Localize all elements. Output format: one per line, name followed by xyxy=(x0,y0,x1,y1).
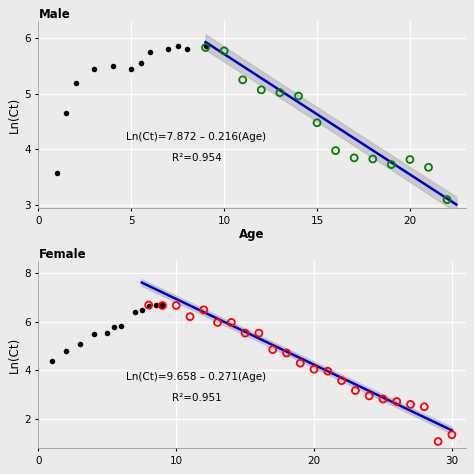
Point xyxy=(283,349,290,357)
Point xyxy=(393,398,401,405)
Point xyxy=(352,387,359,394)
Point xyxy=(406,156,414,164)
Point xyxy=(183,46,191,53)
Point xyxy=(257,86,265,94)
Point xyxy=(76,340,83,347)
Point xyxy=(239,76,246,83)
Point xyxy=(241,329,249,337)
Point xyxy=(90,330,97,338)
Point xyxy=(91,65,98,73)
Point xyxy=(365,392,373,400)
Point xyxy=(159,301,166,309)
Y-axis label: Ln(Ct): Ln(Ct) xyxy=(9,337,21,373)
Point xyxy=(128,65,135,73)
Point xyxy=(407,401,414,408)
Point xyxy=(255,329,263,337)
Point xyxy=(137,59,145,67)
Point xyxy=(379,395,387,403)
Point xyxy=(164,46,172,53)
Point xyxy=(174,43,182,50)
Point xyxy=(72,79,79,86)
Point xyxy=(214,319,221,326)
Point xyxy=(434,438,442,445)
Point xyxy=(310,365,318,373)
Point xyxy=(117,322,125,329)
Point xyxy=(186,313,194,320)
Point xyxy=(131,309,139,316)
Point xyxy=(369,155,376,163)
X-axis label: Age: Age xyxy=(239,228,265,241)
Point xyxy=(338,377,346,384)
Point xyxy=(145,302,153,310)
Text: Ln(Ct)=7.872 – 0.216(Age): Ln(Ct)=7.872 – 0.216(Age) xyxy=(127,132,266,142)
Point xyxy=(448,431,456,438)
Point xyxy=(425,164,432,171)
Point xyxy=(53,169,61,177)
Point xyxy=(443,196,451,203)
Point xyxy=(420,403,428,410)
Text: R²=0.954: R²=0.954 xyxy=(172,153,221,163)
Point xyxy=(103,329,111,337)
Point xyxy=(295,92,302,100)
Point xyxy=(159,301,166,308)
Point xyxy=(313,119,321,127)
Point xyxy=(138,306,146,314)
Point xyxy=(200,306,208,314)
Text: R²=0.951: R²=0.951 xyxy=(172,392,221,402)
Point xyxy=(109,62,117,70)
Point xyxy=(269,346,276,354)
Point xyxy=(62,347,70,355)
Point xyxy=(110,323,118,330)
Point xyxy=(350,154,358,162)
Point xyxy=(296,359,304,367)
Point xyxy=(145,301,153,309)
Point xyxy=(63,109,70,117)
Point xyxy=(228,319,235,326)
Point xyxy=(146,48,154,56)
Text: Male: Male xyxy=(38,9,70,21)
Point xyxy=(152,301,159,309)
Point xyxy=(202,44,210,51)
Y-axis label: Ln(Ct): Ln(Ct) xyxy=(9,97,21,133)
Text: Ln(Ct)=9.658 – 0.271(Age): Ln(Ct)=9.658 – 0.271(Age) xyxy=(127,372,266,382)
Point xyxy=(388,161,395,168)
Point xyxy=(324,367,332,375)
Point xyxy=(202,43,210,50)
Point xyxy=(220,47,228,55)
Point xyxy=(173,301,180,309)
Point xyxy=(276,89,283,96)
Text: Female: Female xyxy=(38,248,86,261)
Point xyxy=(48,357,56,365)
Point xyxy=(332,147,339,155)
